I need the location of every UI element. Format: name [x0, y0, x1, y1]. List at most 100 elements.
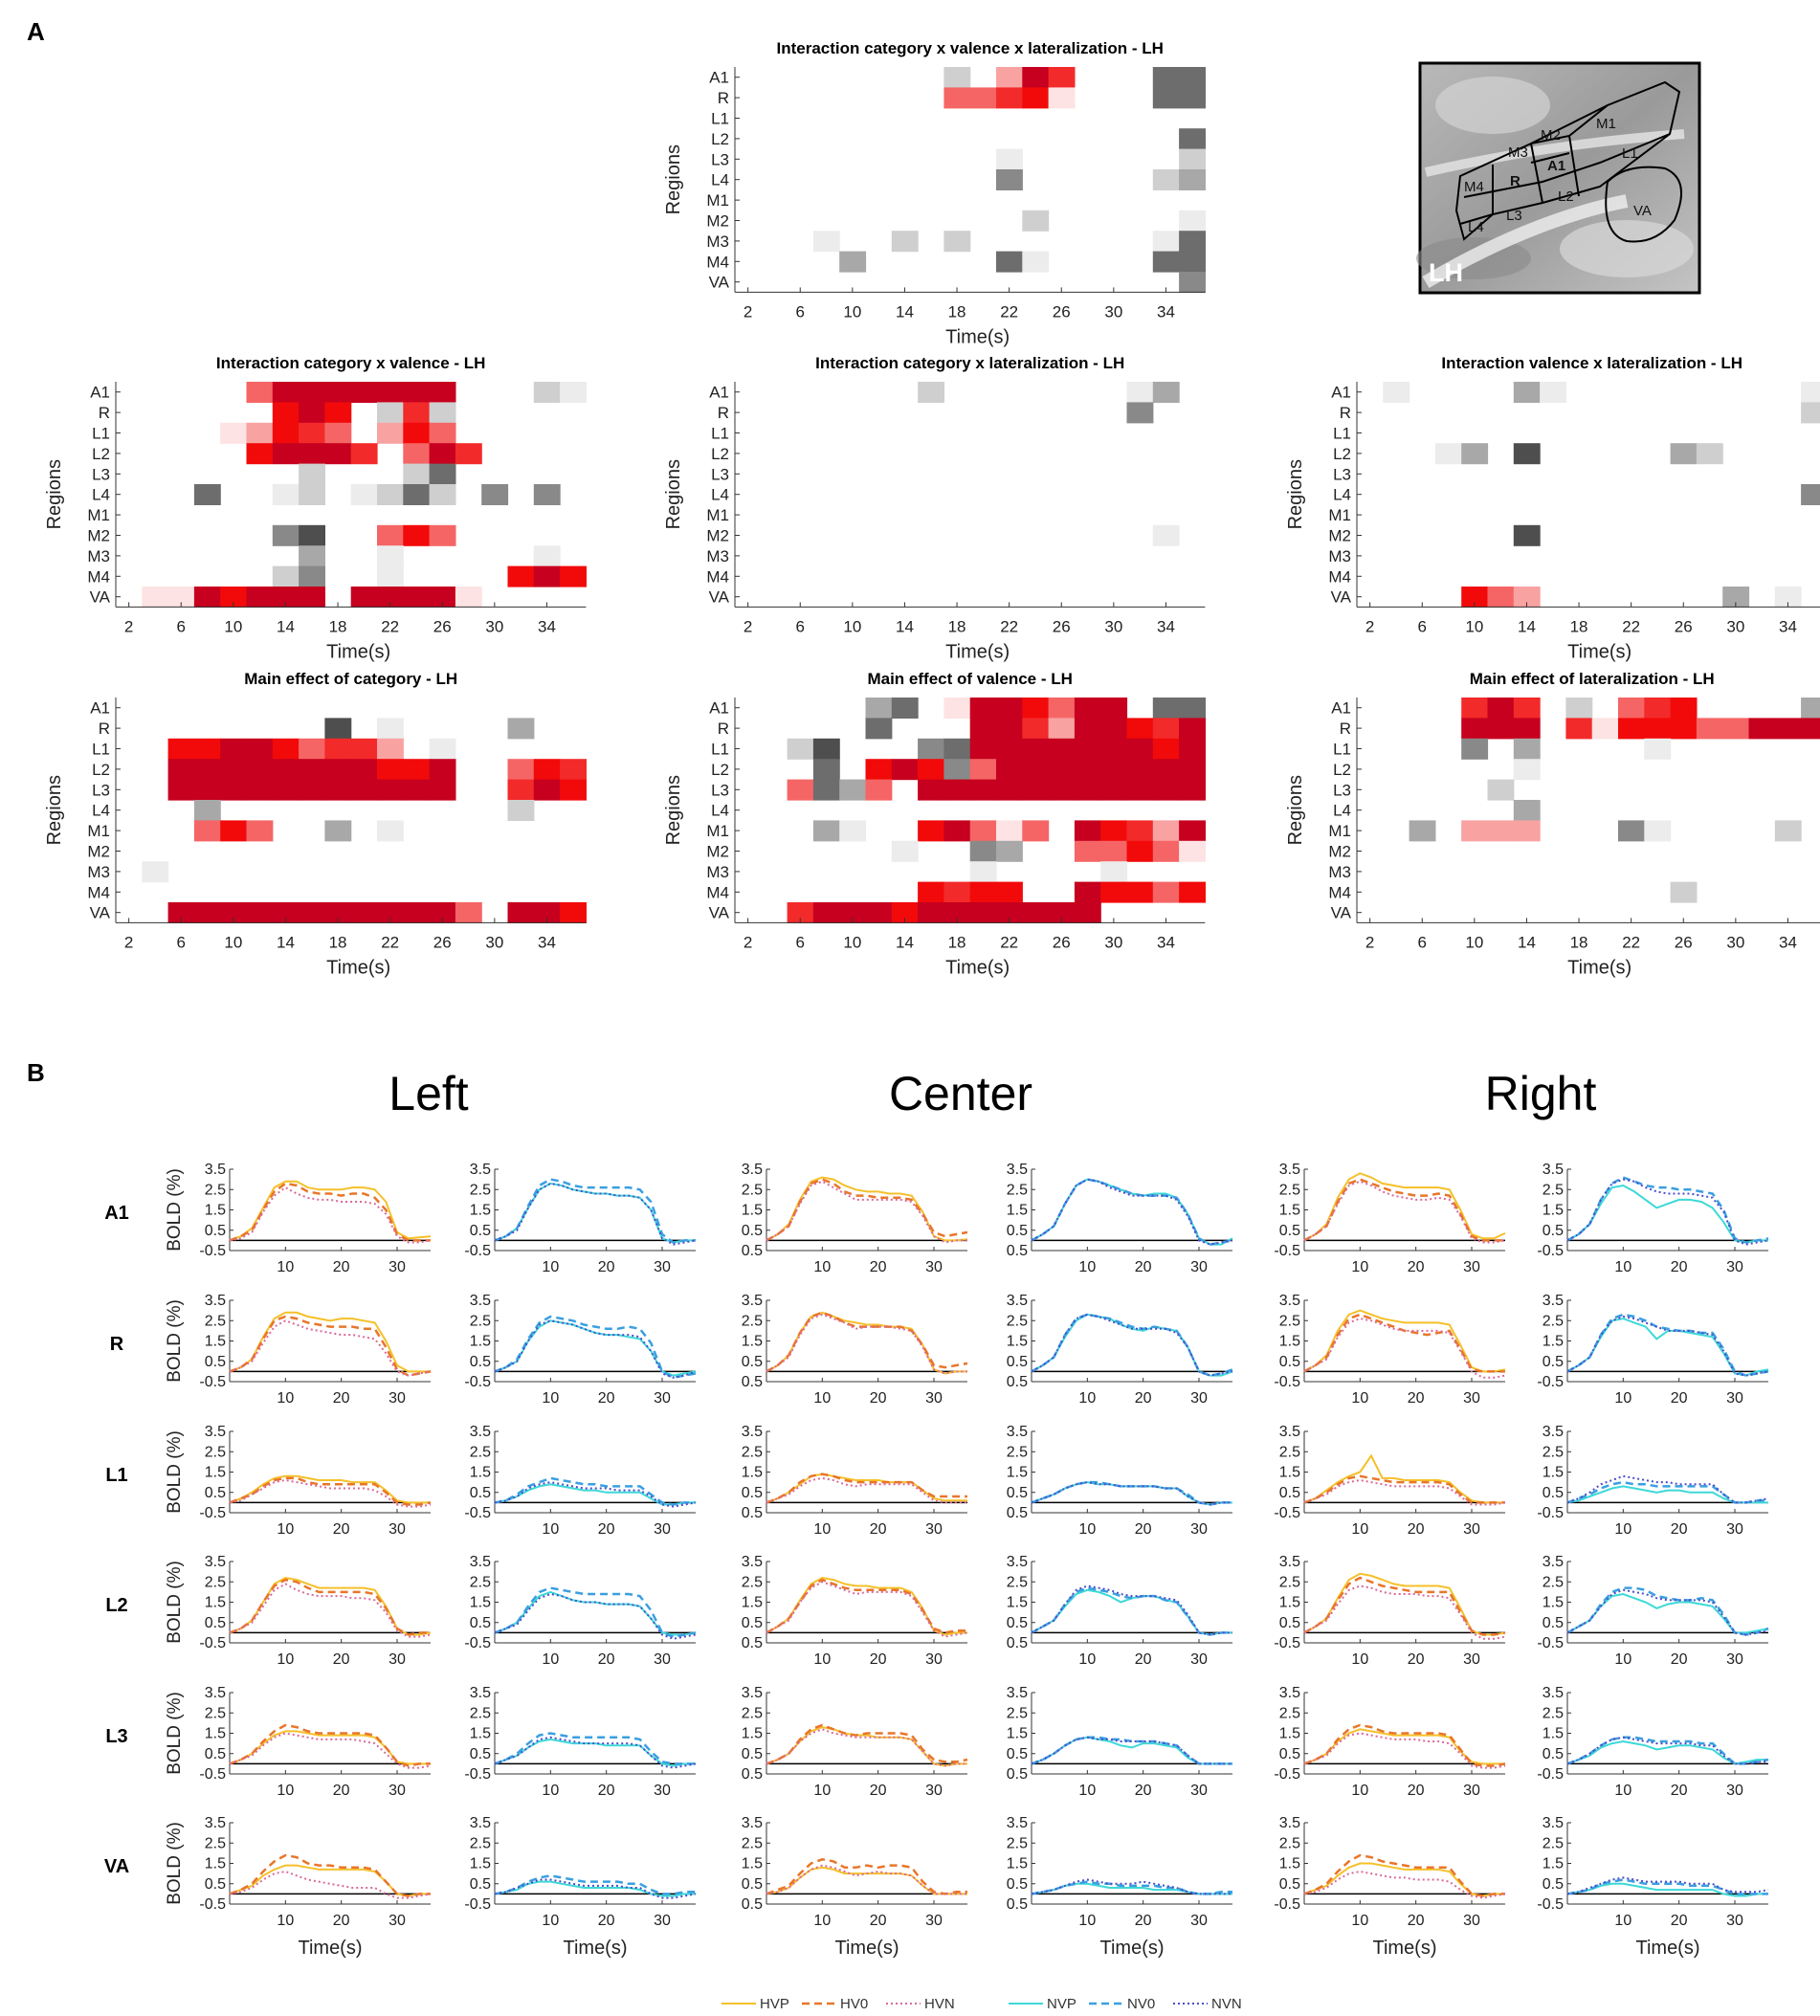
- timecourse-xtick-label: 20: [870, 1913, 887, 1929]
- heatmap-xtick-label: 22: [381, 617, 399, 635]
- heatmap-cell: [377, 422, 404, 444]
- heatmap-cell: [943, 698, 971, 719]
- heatmap-region-label: A1: [90, 384, 110, 402]
- region-border: [1459, 213, 1494, 225]
- timecourse-xtick-label: 20: [870, 1651, 887, 1668]
- timecourse-xtick-label: 20: [1408, 1259, 1425, 1275]
- timecourse-ytick-label: 1.5: [742, 1465, 763, 1481]
- heatmap-region-label: L1: [1333, 741, 1351, 759]
- heatmap-xtick-label: 26: [1053, 302, 1071, 321]
- heatmap-cell: [996, 840, 1023, 862]
- timecourse-xtick-label: 10: [813, 1913, 831, 1929]
- series-line-nvp: [1566, 1739, 1768, 1765]
- timecourse-ytick-label: 2.5: [742, 1313, 763, 1329]
- heatmap-cell: [350, 738, 378, 760]
- heatmap-xtick-label: 30: [1104, 933, 1122, 951]
- heatmap-cell: [1179, 231, 1206, 253]
- heatmap-region-label: R: [718, 720, 729, 738]
- heatmap-cell: [220, 902, 248, 923]
- heatmap-cell: [403, 402, 431, 424]
- timecourse-ytick-label: 1.5: [1543, 1726, 1564, 1742]
- heatmap-cell: [193, 820, 221, 842]
- heatmap-cell: [350, 382, 378, 403]
- heatmap-region-label: L4: [92, 486, 110, 504]
- heatmap-cell: [429, 402, 456, 424]
- heatmap-cell: [1126, 820, 1154, 842]
- heatmap-cell: [377, 738, 404, 760]
- timecourse-xtick-label: 20: [1135, 1390, 1152, 1407]
- series-line-nv0: [1031, 1313, 1233, 1377]
- timecourse-xtick-label: 10: [1614, 1521, 1631, 1538]
- row-label: L1: [105, 1465, 127, 1486]
- timecourse-ytick-label: 3.5: [470, 1815, 491, 1831]
- series-line-hv0: [766, 1578, 967, 1634]
- timecourse-panel: 3.5 2.5 1.5 0.5 0.5 10 20 30: [1007, 1685, 1232, 1799]
- heatmap-cell: [865, 698, 893, 719]
- heatmap-xtick-label: 14: [277, 933, 295, 951]
- timecourse-panel: 3.5 2.5 1.5 0.5 -0.5 10 20 30: [464, 1685, 697, 1799]
- heatmap-cell: [1152, 169, 1180, 190]
- heatmap-xtick-label: 10: [1465, 617, 1483, 635]
- timecourse-panel: 3.5 2.5 1.5 0.5 0.5 10 20 30: [1007, 1162, 1233, 1275]
- timecourse-ytick-label: 3.5: [742, 1815, 763, 1831]
- timecourse-ytick-label: 3.5: [1007, 1815, 1028, 1831]
- heatmap-region-label: L2: [711, 445, 729, 463]
- brain-label-m2: M2: [1541, 127, 1561, 144]
- heatmap-cell: [969, 759, 997, 781]
- heatmap-panel: Interaction category x valence - LH A1 R L1…: [44, 354, 587, 662]
- timecourse-xtick-label: 30: [1463, 1651, 1480, 1668]
- timecourse-ytick-label: 2.5: [1007, 1705, 1028, 1721]
- heatmap-xtick-label: 18: [1570, 933, 1588, 951]
- heatmap-region-label: M1: [706, 191, 729, 210]
- heatmap-cell: [1152, 251, 1180, 273]
- timecourse-ytick-label: 1.5: [742, 1856, 763, 1872]
- timecourse-ytick-label: 2.5: [1543, 1705, 1564, 1721]
- heatmap-xtick-label: 2: [124, 933, 133, 951]
- timecourse-xtick-label: 10: [277, 1521, 294, 1538]
- heatmap-cell: [1100, 820, 1128, 842]
- timecourse-ytick-label: 1.5: [1279, 1203, 1300, 1219]
- heatmap-cell: [272, 902, 300, 923]
- heatmap-cell: [1513, 443, 1541, 465]
- heatmap-xtick-label: 18: [948, 617, 966, 635]
- timecourse-ytick-label: 0.5: [1279, 1354, 1300, 1370]
- timecourse-xlabel: Time(s): [1099, 1938, 1164, 1959]
- heatmap-cell: [1100, 698, 1128, 719]
- heatmap-cell: [1179, 820, 1206, 842]
- series-line-nvn: [494, 1878, 697, 1899]
- heatmap-xtick-label: 26: [1675, 933, 1693, 951]
- heatmap-region-label: M4: [706, 567, 729, 586]
- heatmap-cell: [193, 484, 221, 505]
- timecourse-xtick-label: 30: [1190, 1651, 1208, 1668]
- timecourse-xtick-label: 10: [1078, 1521, 1096, 1538]
- heatmap-cell: [1100, 759, 1128, 781]
- timecourse-xtick-label: 20: [333, 1913, 350, 1929]
- heatmap-xtick-label: 18: [948, 933, 966, 951]
- timecourse-ytick-label: 3.5: [742, 1554, 763, 1570]
- heatmap-cell: [1022, 759, 1050, 781]
- heatmap-cell: [1487, 718, 1515, 740]
- heatmap-cell: [220, 422, 248, 444]
- timecourse-ytick-label: 3.5: [742, 1162, 763, 1178]
- heatmap-xtick-label: 34: [1157, 933, 1175, 951]
- heatmap-cell: [1074, 881, 1101, 903]
- heatmap-cell: [533, 545, 561, 567]
- series-line-nvn: [1031, 1878, 1232, 1895]
- timecourse-panel: 3.5 2.5 1.5 0.5 -0.5 10 20 30: [1274, 1162, 1506, 1275]
- timecourse-xtick-label: 10: [277, 1783, 294, 1799]
- heatmap-cell: [1618, 698, 1645, 719]
- timecourse-ytick-label: 0.5: [1007, 1876, 1028, 1893]
- heatmap-cell: [193, 759, 221, 781]
- heatmap-xtick-label: 30: [1104, 617, 1122, 635]
- timecourse-ytick-label: -0.5: [1274, 1635, 1300, 1651]
- heatmap-cell: [996, 820, 1023, 842]
- heatmap-xtick-label: 22: [1000, 617, 1018, 635]
- heatmap-region-label: L4: [711, 486, 729, 504]
- heatmap-region-label: R: [1340, 720, 1351, 738]
- heatmap-cell: [943, 779, 971, 801]
- timecourse-ytick-label: -0.5: [1274, 1243, 1300, 1259]
- series-line-hvp: [766, 1726, 967, 1767]
- heatmap-cell: [324, 443, 352, 465]
- series-line-hv0: [766, 1723, 968, 1765]
- timecourse-xtick-label: 20: [870, 1390, 887, 1407]
